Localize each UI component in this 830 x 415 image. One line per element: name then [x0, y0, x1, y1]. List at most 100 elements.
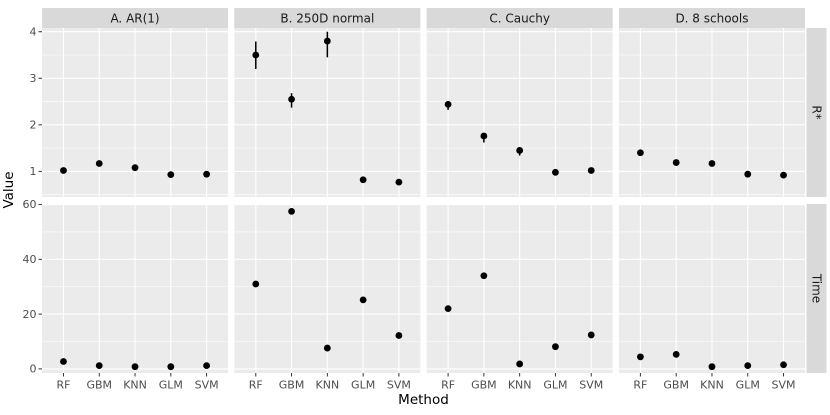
y-tick-label: 20: [23, 308, 37, 321]
y-tick-label: 2: [30, 119, 37, 132]
x-tick-label: RF: [56, 379, 70, 392]
data-point: [744, 362, 752, 370]
facet-panel: [234, 203, 421, 373]
data-point: [672, 159, 680, 166]
data-point: [288, 207, 295, 215]
data-point: [60, 358, 67, 365]
x-tick-label: KNN: [508, 379, 532, 392]
data-points: [252, 207, 403, 352]
y-tick-label: 40: [23, 253, 37, 266]
data-point: [587, 167, 595, 174]
x-tick-label: GLM: [736, 379, 760, 392]
x-tick-label: GBM: [471, 379, 497, 392]
x-tick-label: SVM: [195, 379, 219, 392]
y-axis-ticks: 0 20 40 60: [23, 198, 42, 376]
data-point: [131, 363, 139, 371]
data-points: [637, 350, 787, 371]
data-point: [252, 51, 260, 59]
data-point: [637, 149, 644, 157]
x-tick-label: RF: [441, 379, 455, 392]
data-point: [444, 305, 452, 313]
data-point: [60, 167, 67, 174]
x-tick-label: SVM: [772, 379, 796, 392]
x-tick-label: SVM: [579, 379, 603, 392]
col-facet-label: A. AR(1): [110, 12, 159, 26]
gridlines-major: [618, 28, 805, 197]
col-facet-strip: C. Cauchy: [426, 8, 613, 28]
chart-root: A. AR(1) B. 250D normal C. Cauchy D. 8 scho…: [23, 8, 827, 392]
data-point: [95, 362, 103, 370]
data-point: [444, 100, 452, 108]
data-point: [288, 95, 295, 103]
data-point: [480, 272, 488, 280]
data-point: [131, 164, 139, 172]
y-tick-label: 60: [23, 198, 37, 211]
data-point: [395, 332, 403, 339]
gridlines-major: [42, 203, 229, 373]
x-tick-label: GLM: [351, 379, 375, 392]
row-facet-label: Time: [809, 273, 823, 303]
facet-panel: [618, 203, 805, 373]
x-tick-label: GBM: [86, 379, 112, 392]
row-facet-label: R*: [809, 105, 823, 119]
y-axis-title: Value: [1, 171, 17, 208]
data-point: [637, 353, 644, 361]
data-point: [552, 168, 559, 176]
gridlines-major: [42, 28, 229, 197]
data-point: [252, 280, 260, 288]
x-tick-label: RF: [249, 379, 263, 392]
data-points: [444, 272, 595, 368]
data-point: [323, 344, 331, 352]
data-points: [60, 160, 210, 179]
gridlines-major: [234, 203, 421, 373]
data-point: [708, 363, 716, 371]
data-point: [395, 178, 403, 186]
y-tick-label: 4: [30, 25, 37, 38]
data-point: [480, 132, 488, 140]
col-facet-label: D. 8 schools: [675, 12, 748, 26]
facet-panel: [42, 28, 229, 197]
x-axis-ticks: RF GBM KNN GLM SVM: [441, 373, 603, 392]
x-tick-label: KNN: [316, 379, 340, 392]
data-point: [672, 350, 680, 358]
data-point: [359, 176, 367, 184]
facet-panel: [42, 203, 229, 373]
col-facet-strip: B. 250D normal: [234, 8, 421, 28]
data-point: [780, 171, 787, 179]
x-tick-label: RF: [633, 379, 647, 392]
gridlines-major: [618, 203, 805, 373]
data-points: [444, 100, 595, 176]
data-point: [708, 160, 716, 167]
x-axis-title: Method: [398, 392, 449, 408]
facet-panel: [618, 28, 805, 197]
gridlines-major: [426, 28, 613, 197]
data-point: [744, 170, 752, 178]
x-tick-label: KNN: [700, 379, 724, 392]
x-tick-label: GBM: [279, 379, 305, 392]
data-point: [516, 147, 524, 154]
x-tick-label: KNN: [123, 379, 147, 392]
data-points: [252, 37, 403, 186]
x-tick-label: GLM: [543, 379, 567, 392]
facet-panel: [426, 28, 613, 197]
col-facet-label: B. 250D normal: [280, 12, 374, 26]
row-facet-strip: R*: [806, 28, 827, 197]
data-point: [552, 343, 559, 351]
y-tick-label: 3: [30, 72, 37, 85]
data-point: [203, 170, 210, 178]
y-tick-label: 0: [30, 363, 37, 376]
data-point: [516, 360, 524, 368]
row-facet-strip: Time: [806, 204, 827, 373]
y-tick-label: 1: [30, 165, 37, 178]
data-point: [167, 363, 175, 371]
x-tick-label: SVM: [387, 379, 411, 392]
x-axis-ticks: RF GBM KNN GLM SVM: [56, 373, 219, 392]
data-points: [637, 149, 787, 179]
data-points: [60, 358, 210, 371]
x-axis-ticks: RF GBM KNN GLM SVM: [633, 373, 796, 392]
facet-panel: [426, 203, 613, 373]
x-axis-ticks: RF GBM KNN GLM SVM: [249, 373, 411, 392]
data-point: [780, 361, 787, 369]
